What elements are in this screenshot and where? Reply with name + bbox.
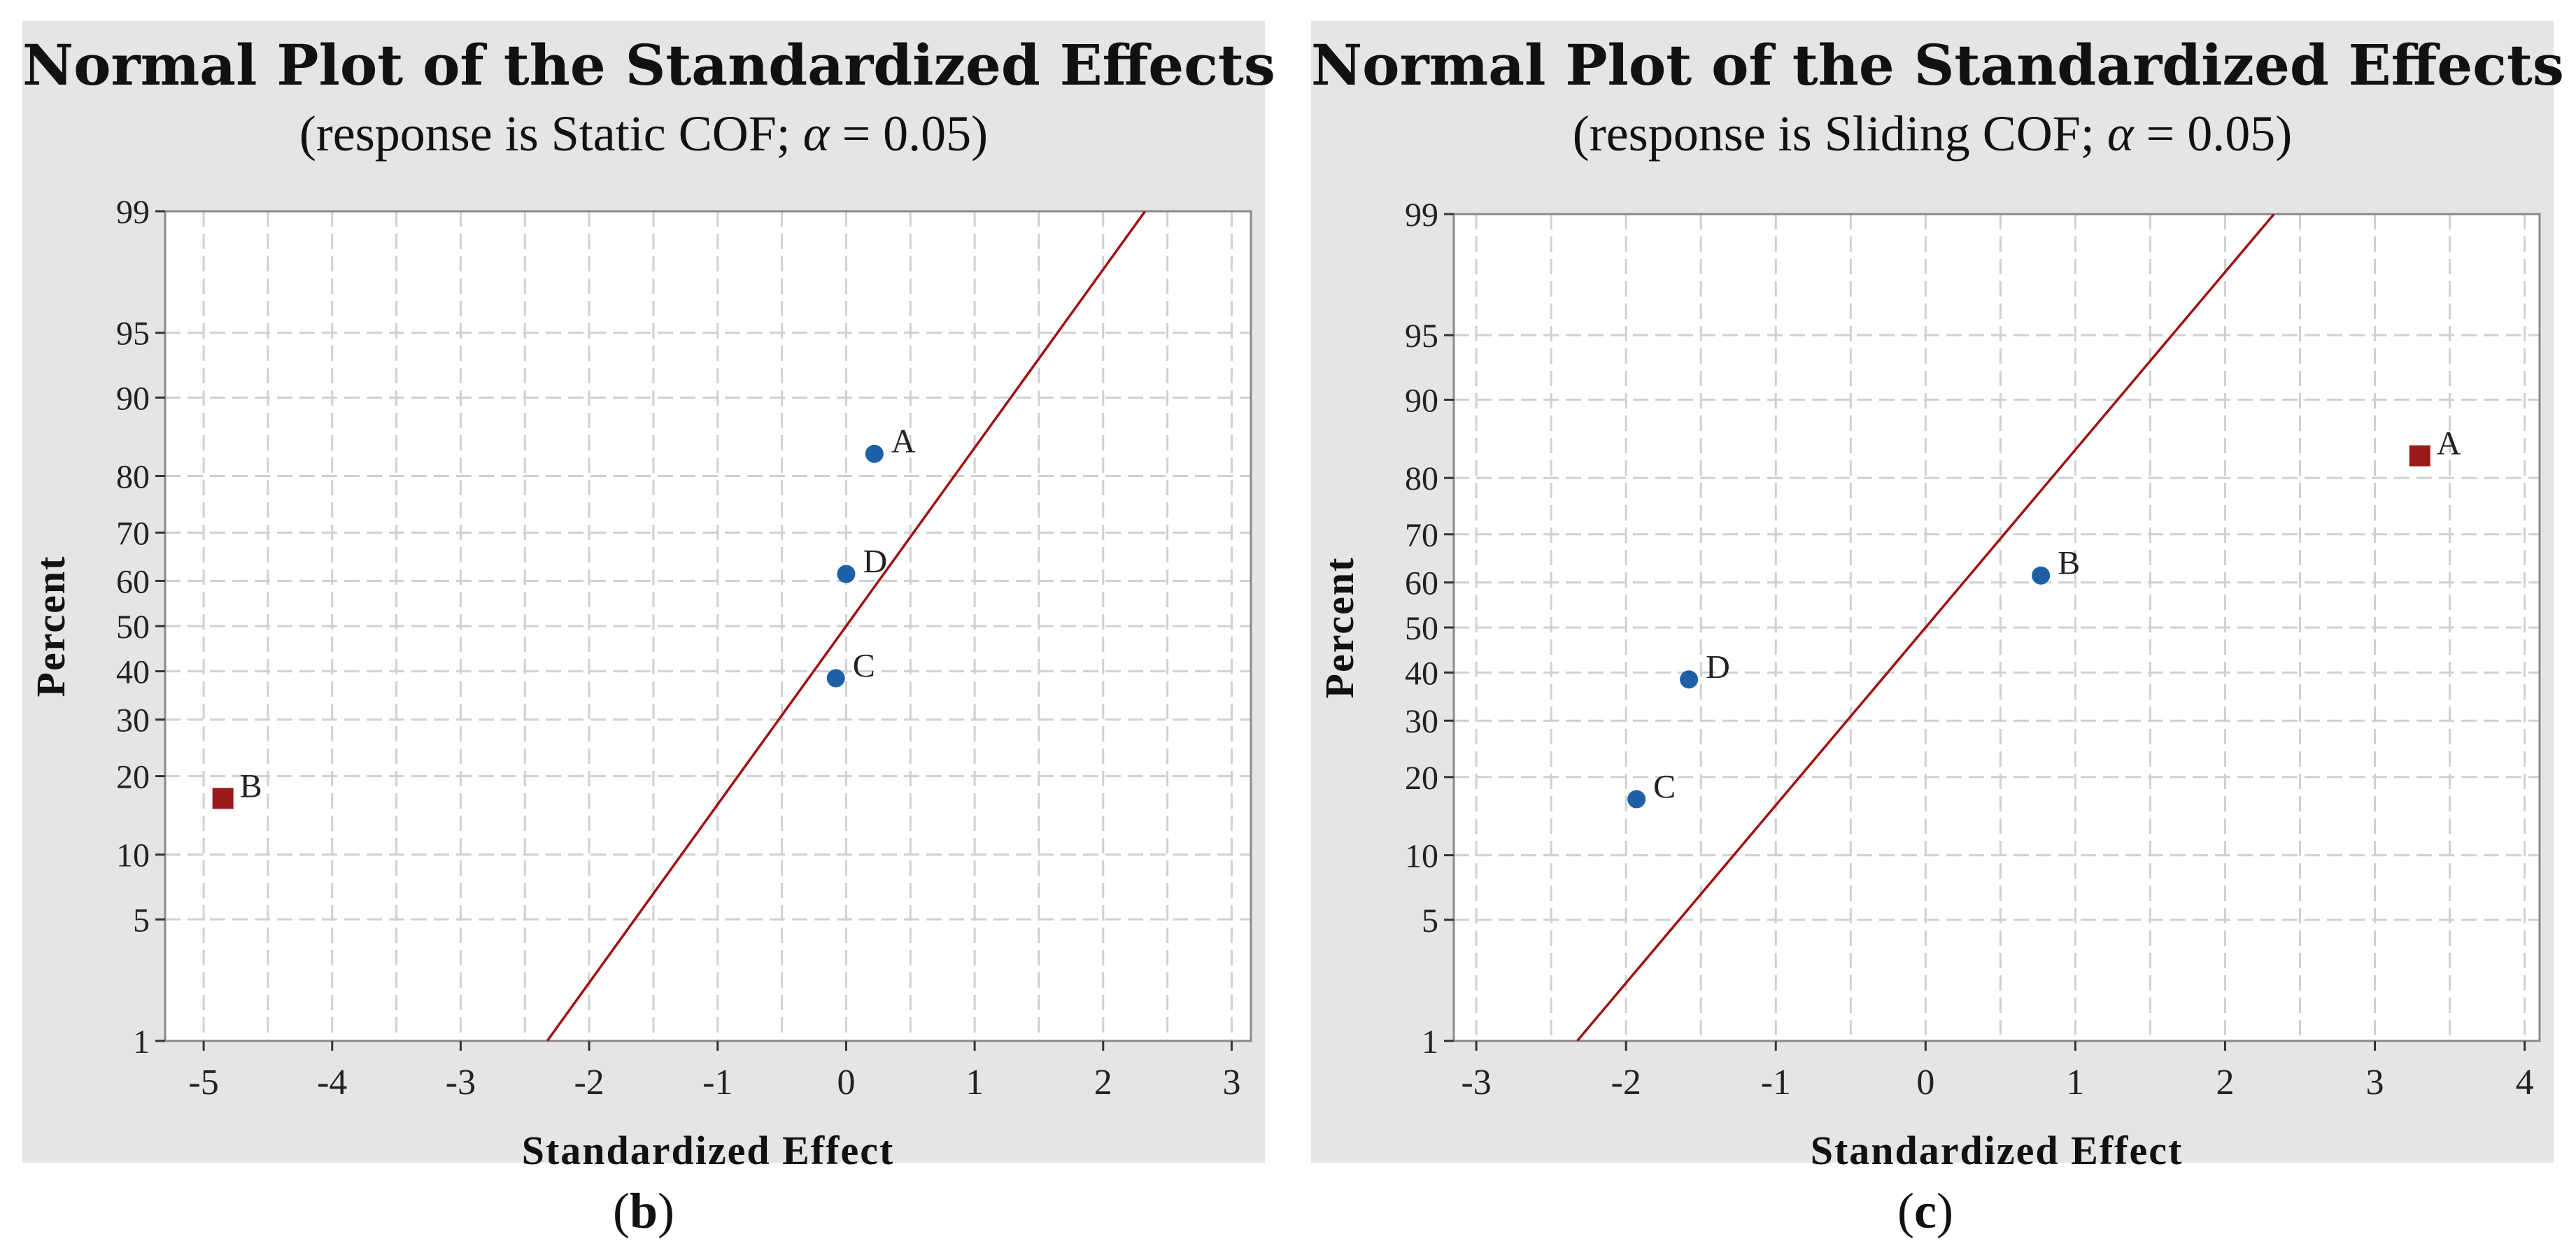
x-axis-title: Standardized Effect	[522, 1128, 895, 1173]
x-axis: -3 -2 -1 0 1 2 3 4	[1461, 1041, 2534, 1102]
effect-point	[1627, 790, 1646, 809]
y-tick-label: 90	[1405, 382, 1438, 419]
normal-fit-line	[1576, 214, 2275, 1041]
y-tick-label: 70	[116, 515, 150, 552]
plot-area-b: -5 -4 -3 -2 -1 0 1 2 3 1 5 10 20 30 40 50 60 70 80 90 95 99 St…	[28, 194, 1252, 1173]
y-tick-label: 80	[116, 458, 150, 495]
y-tick-label: 50	[1405, 610, 1438, 647]
y-tick-label: 1	[133, 1023, 150, 1061]
x-axis: -5 -4 -3 -2 -1 0 1 2 3	[188, 1041, 1240, 1102]
chart-title: Normal Plot of the Standardized Effects	[1311, 32, 2564, 98]
effect-point	[865, 444, 884, 463]
chart-panel-c: Normal Plot of the Standardized Effects …	[1311, 21, 2564, 1173]
alpha-symbol: α	[2107, 106, 2134, 162]
y-tick-label: 30	[116, 702, 150, 739]
x-tick-label: -3	[1461, 1063, 1491, 1102]
x-tick-label: -5	[188, 1063, 218, 1102]
y-tick-label: 20	[116, 759, 150, 796]
y-axis-title: Percent	[1317, 557, 1362, 699]
y-tick-label: 20	[1405, 760, 1438, 797]
x-tick-label: 2	[2216, 1063, 2234, 1102]
y-tick-label: 50	[116, 609, 150, 646]
gridlines	[1454, 214, 2540, 1041]
caption-letter: b	[629, 1183, 658, 1239]
y-tick-label: 60	[1405, 565, 1438, 602]
effect-point	[2032, 566, 2051, 585]
y-tick-label: 70	[1405, 517, 1438, 554]
y-tick-label: 90	[116, 380, 150, 417]
chart-title: Normal Plot of the Standardized Effects	[22, 32, 1275, 98]
effect-point	[837, 565, 856, 583]
x-tick-label: -1	[702, 1063, 733, 1102]
gridlines	[165, 211, 1251, 1041]
normal-fit-line	[546, 211, 1147, 1041]
chart-panel-b: Normal Plot of the Standardized Effects …	[22, 21, 1275, 1173]
x-axis-title: Standardized Effect	[1811, 1128, 2184, 1173]
y-tick-label: 99	[116, 194, 150, 231]
y-tick-label: 95	[116, 315, 150, 353]
caption-c: (c)	[1897, 1183, 1953, 1239]
chart-subtitle: (response is Static COF; α = 0.05)	[22, 105, 1265, 163]
x-tick-label: 1	[2066, 1063, 2084, 1102]
y-tick-label: 60	[116, 563, 150, 600]
significant-point	[212, 788, 234, 809]
x-tick-label: -3	[446, 1063, 476, 1102]
x-tick-label: 3	[2366, 1063, 2384, 1102]
x-tick-label: -4	[317, 1063, 347, 1102]
y-tick-label: 1	[1422, 1023, 1438, 1061]
x-tick-label: 1	[965, 1063, 984, 1102]
alpha-value: = 0.05)	[829, 106, 989, 162]
y-tick-label: 30	[1405, 703, 1438, 740]
x-tick-label: -2	[574, 1063, 604, 1102]
point-label: A	[891, 423, 916, 460]
y-axis-title: Percent	[28, 555, 73, 697]
x-tick-label: 2	[1094, 1063, 1112, 1102]
significant-point	[2409, 445, 2430, 467]
point-label: B	[240, 767, 262, 804]
y-axis: 1 5 10 20 30 40 50 60 70 80 90 95 99	[1405, 197, 1454, 1061]
caption-letter: c	[1914, 1183, 1937, 1239]
y-tick-label: 40	[116, 654, 150, 691]
x-tick-label: 0	[837, 1063, 855, 1102]
effect-point	[826, 669, 845, 688]
plot-area-c: -3 -2 -1 0 1 2 3 4 1 5 10 20 30 40 50 60 70 80 90 95 99 Stand…	[1317, 197, 2541, 1173]
x-tick-label: -2	[1611, 1063, 1641, 1102]
point-label: D	[1706, 648, 1730, 686]
y-tick-label: 5	[1422, 902, 1438, 939]
y-axis: 1 5 10 20 30 40 50 60 70 80 90 95 99	[116, 194, 165, 1061]
y-tick-label: 95	[1405, 318, 1438, 355]
point-label: A	[2437, 425, 2461, 462]
y-tick-label: 10	[116, 837, 150, 874]
x-tick-label: 0	[1916, 1063, 1934, 1102]
x-tick-label: 4	[2516, 1063, 2534, 1102]
chart-subtitle: (response is Sliding COF; α = 0.05)	[1311, 105, 2554, 163]
y-tick-label: 80	[1405, 460, 1438, 497]
caption-b: (b)	[612, 1183, 674, 1239]
subtitle-prefix: (response is Static COF;	[299, 106, 803, 162]
alpha-value: = 0.05)	[2133, 106, 2293, 162]
y-tick-label: 40	[1405, 655, 1438, 692]
subtitle-prefix: (response is Sliding COF;	[1572, 106, 2107, 162]
y-tick-label: 99	[1405, 197, 1438, 234]
effect-point	[1680, 670, 1699, 689]
point-label: C	[853, 648, 875, 685]
y-tick-label: 10	[1405, 838, 1438, 875]
point-label: C	[1653, 768, 1676, 805]
x-tick-label: 3	[1222, 1063, 1240, 1102]
y-tick-label: 5	[133, 902, 150, 939]
point-label: D	[863, 543, 887, 580]
x-tick-label: -1	[1761, 1063, 1791, 1102]
alpha-symbol: α	[802, 106, 830, 162]
point-label: B	[2058, 545, 2080, 582]
